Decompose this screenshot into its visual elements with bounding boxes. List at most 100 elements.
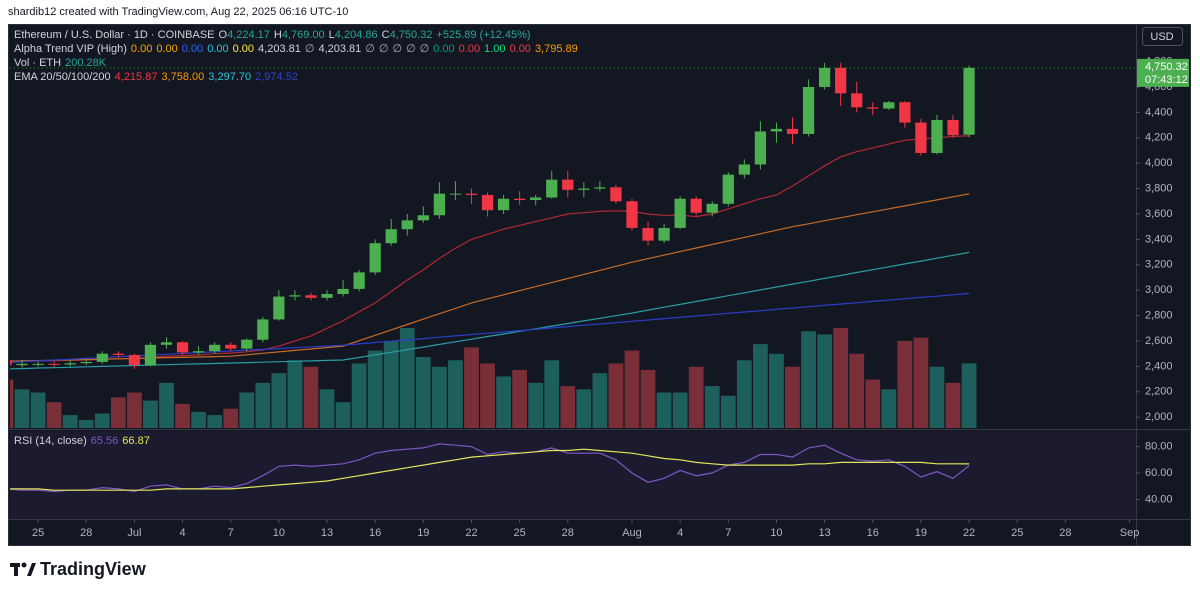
rsi-value: 66.87 xyxy=(122,435,150,447)
candle-body xyxy=(209,344,221,352)
rsi-background xyxy=(10,431,1136,519)
volume-name: Vol · ETH xyxy=(14,57,62,69)
y-tick-label: 3,000 xyxy=(1145,284,1173,296)
volume-bar xyxy=(10,379,14,428)
legend-volume-row: Vol · ETH 200.28K xyxy=(14,56,110,70)
x-tick-label: 4 xyxy=(179,527,185,539)
volume-bar xyxy=(961,363,977,428)
volume-bar xyxy=(271,373,287,428)
volume-bar xyxy=(94,413,110,428)
x-tick-label: 25 xyxy=(514,527,526,539)
y-tick-label: 4,200 xyxy=(1145,132,1173,144)
candle-body xyxy=(96,353,108,362)
volume-bar xyxy=(351,363,367,428)
candle-body xyxy=(915,122,927,154)
candle-body xyxy=(754,131,767,165)
x-tick-label: 7 xyxy=(725,527,731,539)
x-tick-label: 28 xyxy=(80,527,92,539)
candle-body xyxy=(433,193,445,216)
rsi-line xyxy=(10,448,970,491)
candle-body xyxy=(481,194,494,211)
rsi-tick-label: 40.00 xyxy=(1145,493,1173,505)
header: shardib12 created with TradingView.com, … xyxy=(8,6,348,18)
x-tick-label: 19 xyxy=(417,527,429,539)
candle-body xyxy=(770,128,783,132)
volume-bar xyxy=(881,389,897,428)
indicator-value: 0.00 xyxy=(207,43,229,55)
ohlc-key: O xyxy=(218,29,228,41)
indicator-value: 0.00 xyxy=(156,43,178,55)
candle-body xyxy=(16,363,28,366)
legend-indicator-row: Alpha Trend VIP (High) 0.00 0.00 0.00 0.00 0.… xyxy=(14,42,582,56)
x-tick-label: Sep xyxy=(1120,527,1140,539)
x-tick-label: Jul xyxy=(127,527,141,539)
candle-body xyxy=(160,342,173,345)
volume-bar xyxy=(399,328,415,428)
candle-body xyxy=(128,354,141,366)
x-tick-label: 19 xyxy=(915,527,927,539)
volume-bar xyxy=(383,340,399,428)
x-tick-label: Aug xyxy=(622,527,642,539)
candle-body xyxy=(802,86,815,134)
last-price-label: 4,750.32 xyxy=(1145,61,1188,73)
candle-body xyxy=(947,119,959,136)
candle-body xyxy=(738,164,750,175)
y-tick-label: 2,600 xyxy=(1145,335,1173,347)
volume-bar xyxy=(175,403,190,428)
candle-body xyxy=(851,93,863,108)
candle-body xyxy=(899,102,911,123)
candle-body xyxy=(642,227,654,241)
y-tick-label: 2,400 xyxy=(1145,360,1173,372)
logo xyxy=(10,562,36,576)
volume-bar xyxy=(801,331,816,428)
ema-line xyxy=(10,251,970,370)
candle-body xyxy=(674,198,686,228)
x-tick-label: 25 xyxy=(1011,527,1023,539)
candle-body xyxy=(867,107,879,109)
y-tick-label: 3,600 xyxy=(1145,208,1173,220)
candle-body xyxy=(289,295,301,297)
volume-bar xyxy=(143,400,158,428)
y-tick-label: 4,000 xyxy=(1145,157,1173,169)
ohlc-value: 4,750.32 xyxy=(389,29,433,41)
volume-bar xyxy=(688,366,704,428)
rsi-line xyxy=(10,443,970,493)
x-tick-label: 28 xyxy=(562,527,574,539)
candle-body xyxy=(32,363,44,365)
rsi-title: RSI (14, close) xyxy=(14,435,87,447)
ohlc-key: L xyxy=(328,29,335,41)
volume-bar xyxy=(78,419,94,428)
x-tick-label: 22 xyxy=(963,527,975,539)
indicator-value: ∅ xyxy=(392,43,403,55)
candle-body xyxy=(562,179,574,190)
volume-bar xyxy=(367,350,383,428)
x-tick-label: 16 xyxy=(369,527,381,539)
rsi-tick-label: 60.00 xyxy=(1145,467,1173,479)
x-tick-label: 7 xyxy=(228,527,234,539)
y-tick-label: 4,400 xyxy=(1145,106,1173,118)
candle-body xyxy=(176,342,189,353)
volume-bar xyxy=(945,382,961,428)
volume-bar xyxy=(528,382,544,428)
volume-bar xyxy=(239,392,255,428)
volume-bar xyxy=(720,395,736,428)
currency-box[interactable] xyxy=(1142,27,1183,46)
ema-title: EMA 20/50/100/200 xyxy=(14,71,111,83)
volume-bar xyxy=(785,366,800,428)
ohlc-value: 4,204.86 xyxy=(334,29,378,41)
volume-bar xyxy=(303,366,319,428)
volume-bar xyxy=(929,366,945,428)
x-tick-label: 10 xyxy=(273,527,285,539)
candle-body xyxy=(610,187,622,202)
volume-bar xyxy=(640,369,656,428)
volume-value: 200.28K xyxy=(65,57,107,69)
volume-bar xyxy=(159,382,174,428)
x-tick-label: 28 xyxy=(1059,527,1071,539)
currency: USD xyxy=(1150,31,1173,43)
indicator-value: 0.00 xyxy=(232,43,255,55)
volume-bar xyxy=(512,369,528,428)
y-tick-label: 3,200 xyxy=(1145,259,1173,271)
volume-bar xyxy=(191,411,206,428)
volume-bar xyxy=(110,397,126,428)
